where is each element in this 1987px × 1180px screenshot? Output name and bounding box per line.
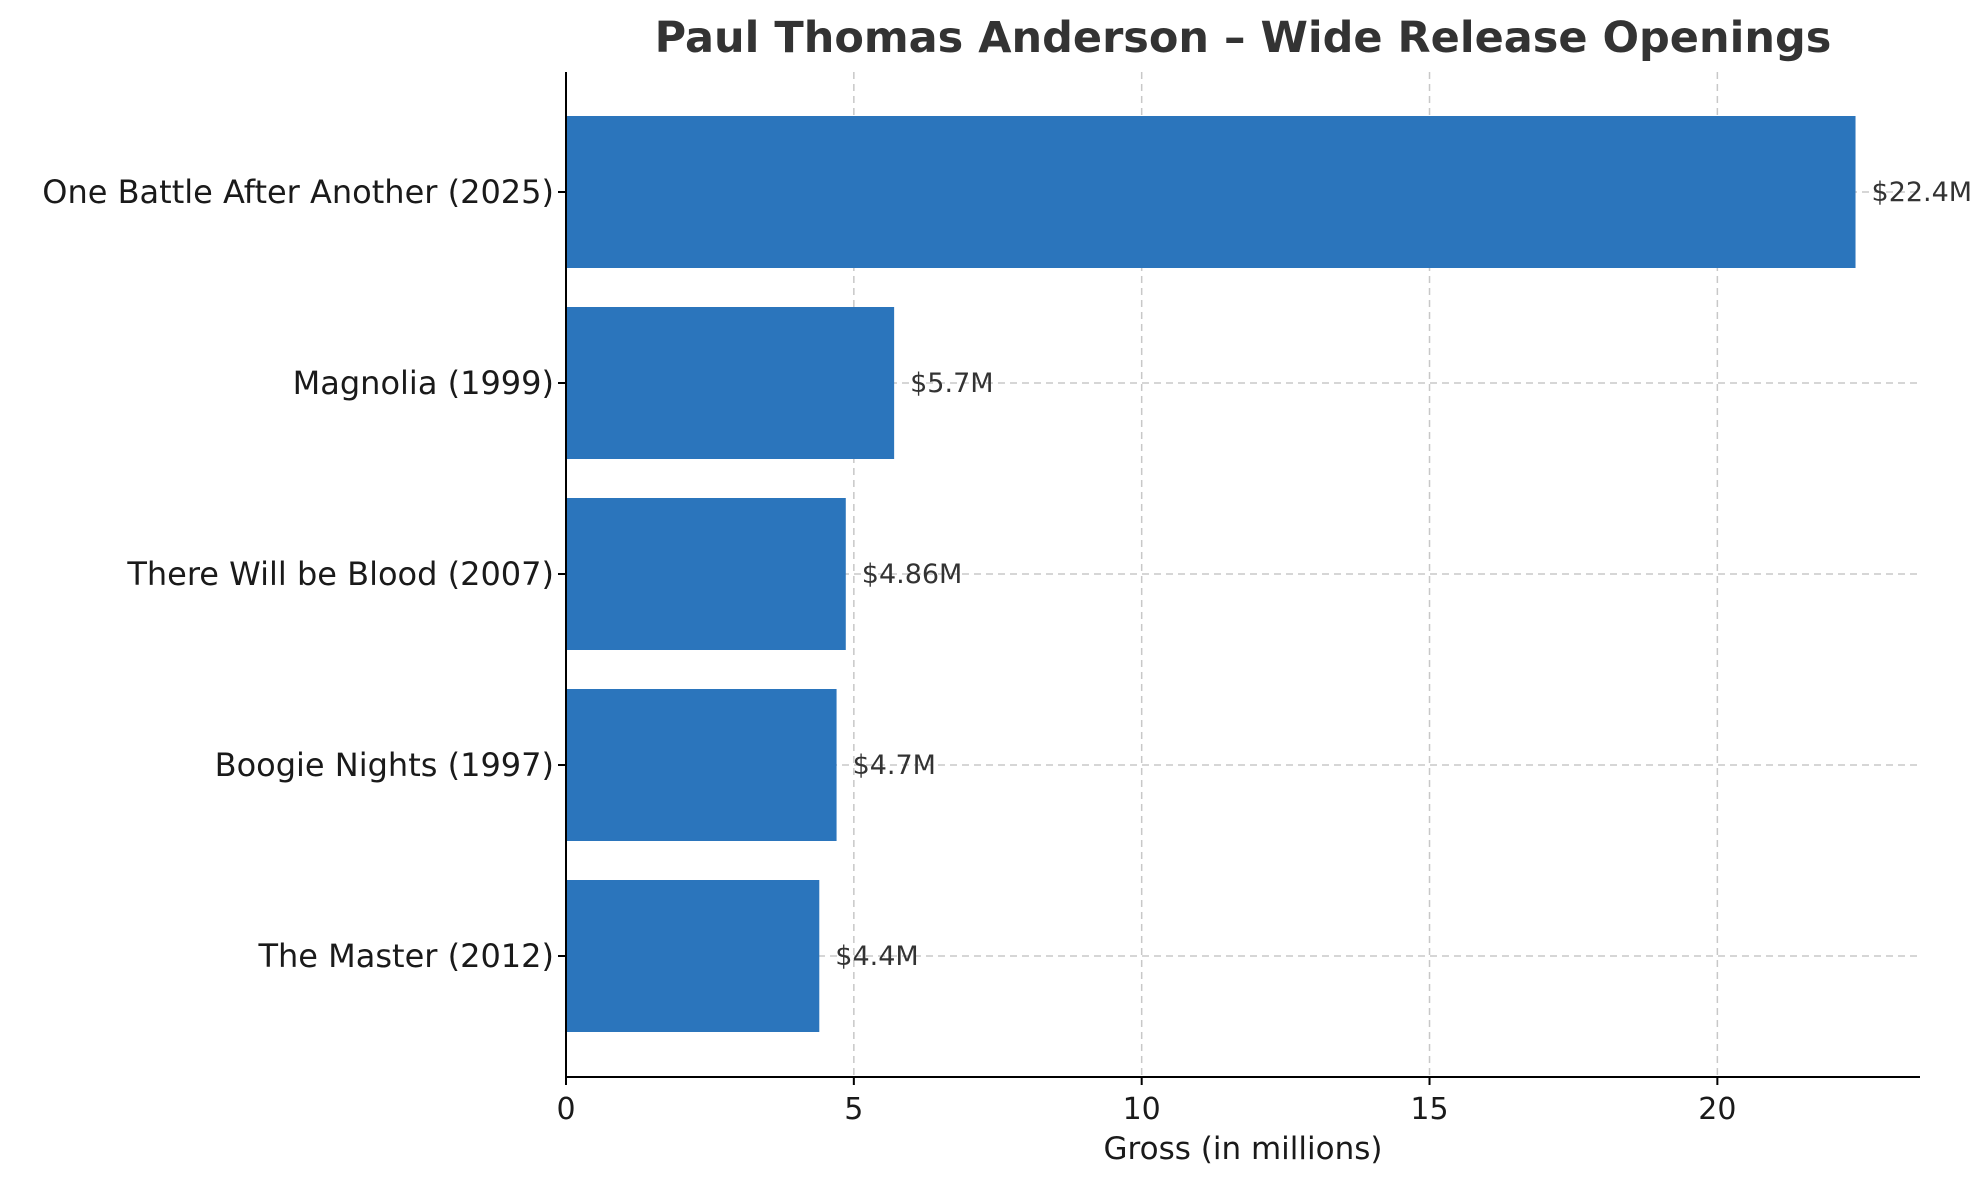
category-label: The Master (2012) <box>257 937 554 975</box>
category-label: Boogie Nights (1997) <box>215 746 554 784</box>
x-tick-label: 10 <box>1123 1092 1161 1127</box>
category-label: Magnolia (1999) <box>293 364 554 402</box>
bar <box>566 116 1856 268</box>
data-label: $5.7M <box>910 368 993 399</box>
data-label: $22.4M <box>1872 177 1973 208</box>
x-tick-label: 5 <box>844 1092 863 1127</box>
data-label: $4.86M <box>862 559 963 590</box>
x-tick-label: 0 <box>556 1092 575 1127</box>
x-tick-label: 15 <box>1410 1092 1448 1127</box>
bar <box>566 689 837 841</box>
data-label: $4.7M <box>853 750 936 781</box>
category-label: One Battle After Another (2025) <box>42 173 554 211</box>
axes <box>558 72 1920 1085</box>
bar <box>566 880 820 1032</box>
x-axis-label: Gross (in millions) <box>1104 1131 1383 1167</box>
bar <box>566 307 895 459</box>
chart-title: Paul Thomas Anderson – Wide Release Open… <box>655 13 1832 63</box>
bars <box>566 116 1856 1032</box>
data-label: $4.4M <box>835 941 918 972</box>
labels: 0 5 10 15 20 One Battle After Another (2025) M… <box>42 173 1972 1127</box>
bar <box>566 498 846 650</box>
x-tick-label: 20 <box>1698 1092 1736 1127</box>
category-label: There Will be Blood (2007) <box>126 555 554 593</box>
